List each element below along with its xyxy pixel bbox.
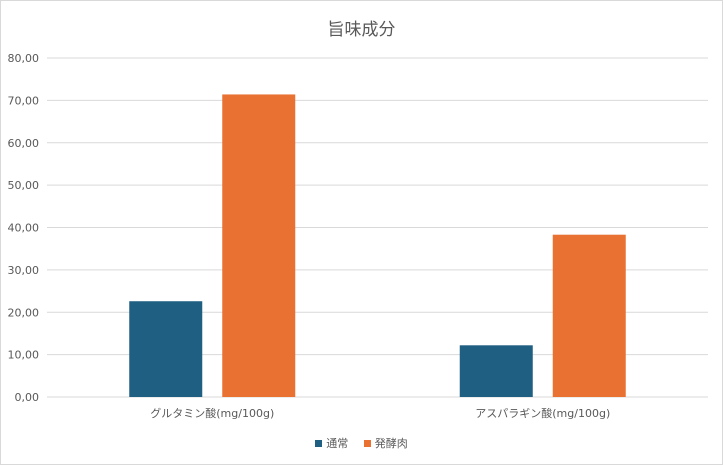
y-tick-label: 50,00 [8, 179, 40, 192]
chart-title: 旨味成分 [327, 20, 396, 40]
legend: 通常 発酵肉 [1, 435, 722, 451]
legend-item-series-1: 発酵肉 [363, 435, 408, 451]
y-tick-label: 10,00 [8, 349, 40, 362]
y-tick-label: 70,00 [8, 94, 40, 107]
y-tick-label: 20,00 [8, 306, 40, 319]
y-tick-label: 80,00 [8, 52, 40, 65]
y-tick-label: 60,00 [8, 137, 40, 150]
bar-series-1-cat-0 [222, 94, 296, 397]
y-tick-label: 0,00 [15, 391, 40, 404]
bar-series-1-cat-1 [552, 234, 626, 397]
y-tick-label: 30,00 [8, 264, 40, 277]
x-category-label: グルタミン酸(mg/100g) [150, 406, 274, 420]
legend-swatch-series-0 [315, 439, 323, 447]
y-tick-label: 40,00 [8, 222, 40, 235]
legend-item-series-0: 通常 [315, 435, 348, 451]
legend-label-series-1: 発酵肉 [374, 437, 408, 450]
x-category-label: アスパラギン酸(mg/100g) [475, 406, 610, 420]
legend-swatch-series-1 [363, 439, 371, 447]
bar-series-0-cat-0 [129, 301, 203, 397]
legend-label-series-0: 通常 [326, 437, 349, 450]
bar-series-0-cat-1 [459, 345, 533, 397]
